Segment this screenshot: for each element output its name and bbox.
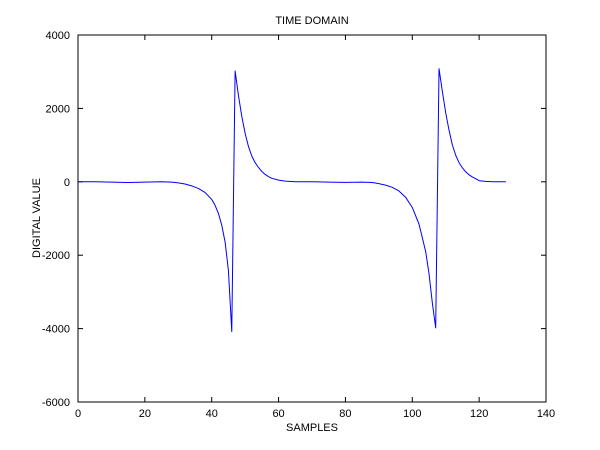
- series-layer: [78, 68, 506, 333]
- y-axis-label: DIGITAL VALUE: [31, 178, 43, 258]
- plot-frame: [77, 34, 547, 403]
- x-tick-label: 60: [272, 408, 284, 420]
- x-tick-label: 20: [139, 408, 151, 420]
- x-tick-label: 0: [75, 408, 81, 420]
- y-tick-label: -2000: [42, 250, 70, 262]
- x-tick-label: 80: [339, 408, 351, 420]
- x-tick-label: 140: [537, 408, 555, 420]
- y-axis: -6000 -4000 -2000 0 2000 4000: [42, 30, 546, 409]
- chart-title: TIME DOMAIN: [275, 15, 348, 27]
- y-tick-label: 0: [64, 177, 70, 189]
- y-tick-label: -4000: [42, 324, 70, 336]
- series-line: [78, 68, 506, 333]
- y-tick-label: -6000: [42, 397, 70, 409]
- y-tick-label: 2000: [46, 103, 70, 115]
- x-tick-label: 100: [403, 408, 421, 420]
- x-axis: 0 20 40 60 80 100 120 140: [75, 35, 555, 420]
- y-tick-label: 4000: [46, 30, 70, 42]
- x-tick-label: 120: [470, 408, 488, 420]
- x-axis-label: SAMPLES: [286, 422, 338, 434]
- x-tick-label: 40: [206, 408, 218, 420]
